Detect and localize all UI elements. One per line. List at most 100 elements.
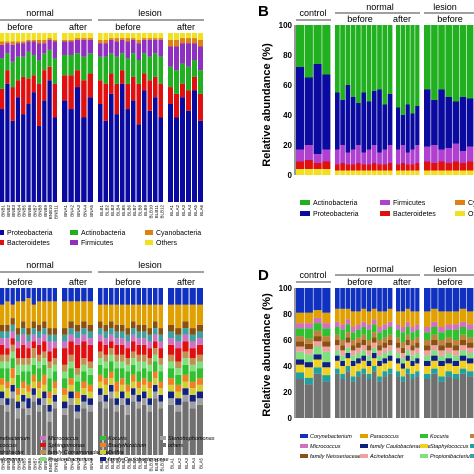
- panel-d-label: D: [258, 267, 269, 284]
- panel-d-bar-segment: [356, 324, 361, 330]
- panel-d-bar-segment: [377, 376, 382, 382]
- panel-d-bar-segment: [431, 345, 438, 351]
- panel-c-bar-segment: [15, 328, 21, 335]
- panel-c-bar-segment: [87, 338, 93, 345]
- panel-d-bar-segment: [377, 332, 382, 340]
- panel-d-bar-segment: [371, 337, 377, 343]
- panel-a-tick-label: BLA1: [169, 205, 174, 217]
- panel-c-bar-segment: [125, 358, 130, 365]
- panel-d-bar-segment: [410, 360, 415, 366]
- legend-label: Enhydrobacter: [0, 450, 25, 456]
- panel-d-bar-segment: [405, 360, 410, 369]
- panel-c-tick-label: BLB3: [110, 458, 115, 470]
- panel-c-bar-segment: [68, 334, 74, 342]
- panel-c-bar-segment: [74, 331, 81, 339]
- panel-c-bar-segment: [189, 358, 196, 365]
- panel-d-bar-segment: [396, 324, 401, 330]
- panel-d-bar-segment: [313, 367, 322, 374]
- legend-swatch: [70, 240, 78, 245]
- panel-d-bar-segment: [296, 359, 305, 365]
- panel-a-bar-segment: [153, 33, 158, 39]
- panel-d-bar-segment: [452, 329, 460, 340]
- panel-a-tick-label: BNA3: [76, 205, 81, 217]
- panel-c-bar-segment: [131, 328, 136, 335]
- legend-label: Corynebacterium: [0, 436, 30, 442]
- panel-c-bar-segment: [52, 394, 57, 402]
- panel-c-bar-segment: [175, 384, 182, 392]
- panel-d-bar-segment: [340, 324, 345, 330]
- panel-a-bar-segment: [0, 88, 5, 110]
- panel-a-bar-segment: [10, 61, 15, 88]
- panel-c-bar-segment: [103, 361, 108, 369]
- panel-c-bar-segment: [36, 331, 42, 339]
- legend-swatch: [40, 450, 46, 454]
- panel-c-bar-segment: [147, 304, 152, 329]
- panel-b-bar-segment: [366, 164, 372, 171]
- panel-c-bar-segment: [142, 378, 147, 385]
- panel-c-bar-segment: [0, 324, 5, 332]
- panel-a-bar-segment: [103, 43, 108, 57]
- panel-c-bar-segment: [103, 354, 108, 362]
- panel-d-bar-segment: [387, 308, 393, 322]
- panel-c-bar-segment: [15, 288, 21, 302]
- panel-d-bar-segment: [356, 371, 361, 377]
- panel-c-bar-segment: [81, 334, 87, 342]
- panel-b-bar-segment: [445, 148, 452, 163]
- panel-a-bar-segment: [114, 38, 119, 42]
- panel-a-bar-segment: [158, 33, 163, 39]
- panel-d-bar-segment: [438, 288, 445, 312]
- panel-c-tick-label: BNB2: [6, 458, 11, 470]
- panel-c-bar-segment: [168, 404, 175, 455]
- panel-d-bar-segment: [371, 288, 377, 309]
- panel-d-bar-segment: [356, 342, 361, 348]
- panel-c-bar-segment: [81, 408, 87, 455]
- panel-c-bar-segment: [109, 378, 114, 385]
- panel-c-bar-segment: [21, 321, 26, 329]
- panel-c-bar-segment: [47, 334, 52, 342]
- panel-d-bar-segment: [296, 364, 305, 373]
- panel-c-bar-segment: [52, 408, 57, 455]
- panel-d-bar-segment: [424, 327, 431, 333]
- panel-a-bar-segment: [168, 66, 173, 88]
- legend-label: Firmicutes: [81, 240, 114, 247]
- panel-c-bar-segment: [147, 341, 152, 349]
- panel-b-bar-segment: [459, 170, 467, 175]
- panel-a-bar-segment: [120, 83, 125, 202]
- panel-a-bar-segment: [47, 49, 52, 67]
- panel-a-header-before-2: before: [115, 22, 141, 32]
- panel-d-bar-segment: [410, 327, 415, 333]
- panel-c-bar-segment: [31, 381, 36, 389]
- panel-a-bar-segment: [74, 33, 81, 39]
- panel-c-bar-segment: [136, 394, 141, 402]
- panel-d-bar-segment: [371, 347, 377, 353]
- panel-c-bar-segment: [81, 328, 87, 335]
- panel-d-bar-segment: [296, 346, 305, 352]
- panel-d-bar-segment: [356, 376, 361, 418]
- panel-a-bar-segment: [125, 41, 130, 59]
- panel-c-bar-segment: [42, 288, 47, 302]
- panel-c-bar-segment: [62, 371, 68, 379]
- panel-b-bar-segment: [466, 146, 474, 162]
- panel-b-bar-segment: [304, 169, 313, 175]
- panel-c-bar-segment: [68, 321, 74, 329]
- panel-b-bar-segment: [304, 77, 313, 145]
- panel-a-bar-segment: [186, 110, 191, 202]
- panel-d-bar-segment: [340, 373, 345, 379]
- panel-c-bar-segment: [153, 304, 158, 322]
- panel-b-bar-segment: [335, 92, 340, 150]
- panel-c-bar-segment: [42, 398, 47, 405]
- panel-c-bar-segment: [0, 354, 5, 362]
- panel-d-bar-segment: [304, 328, 313, 339]
- panel-b-bar-segment: [400, 170, 405, 175]
- panel-d-bar-segment: [322, 312, 331, 324]
- panel-a-bar-segment: [36, 39, 42, 44]
- panel-c-bar-segment: [136, 344, 141, 355]
- panel-d-bar-segment: [424, 332, 431, 340]
- panel-c-bar-segment: [0, 368, 5, 379]
- panel-c-tick-label: BNA1: [63, 458, 68, 470]
- panel-d-bar-segment: [345, 342, 351, 348]
- panel-c-bar-segment: [87, 411, 93, 455]
- panel-c-tick-label: BNA4: [82, 458, 87, 470]
- panel-d-bar-segment: [424, 366, 431, 374]
